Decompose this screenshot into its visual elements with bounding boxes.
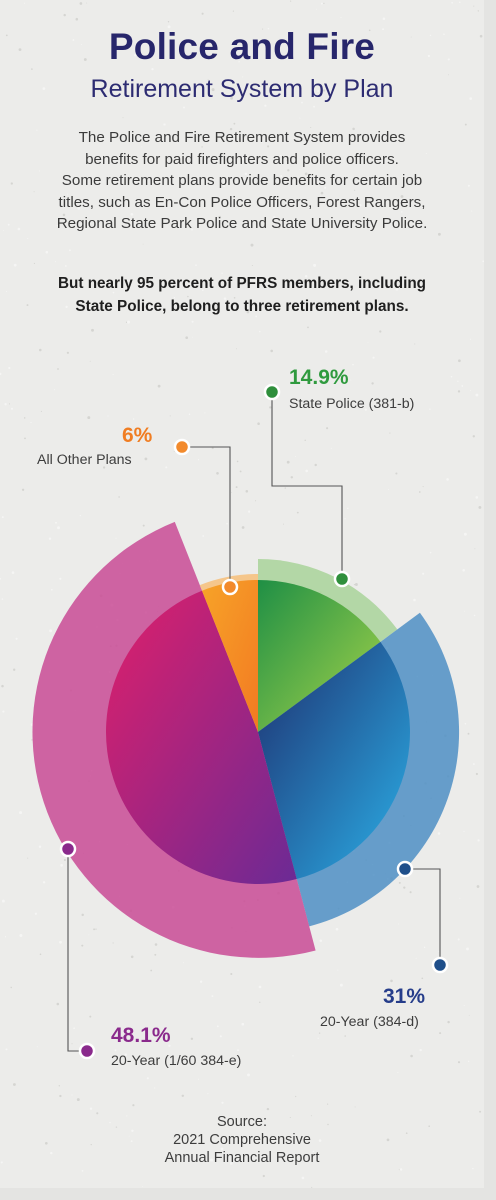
slice-value-label: 6% <box>122 424 153 447</box>
slice-name-label: 20-Year (384-d) <box>320 1014 419 1030</box>
intro-line: Some retirement plans provide benefits f… <box>61 172 423 190</box>
intro-line: benefits for paid firefighters and polic… <box>85 150 399 168</box>
pie-slice <box>258 580 381 732</box>
pie-slice <box>202 580 258 732</box>
emphasis-line: State Police, belong to three retirement… <box>75 298 409 315</box>
leader-line <box>271 392 343 579</box>
intro-paragraph: The Police and Fire Retirement System pr… <box>24 127 460 235</box>
pie-chart <box>32 383 460 1060</box>
slice-name-label: State Police (381-b) <box>289 396 415 412</box>
leader-dot <box>431 956 449 974</box>
leader-line <box>182 446 231 587</box>
slice-value-label: 48.1% <box>111 1024 171 1047</box>
page-title: Police and Fire <box>108 26 376 67</box>
pie-slice <box>258 641 410 879</box>
page-subtitle: Retirement System by Plan <box>90 75 394 103</box>
pie-slice <box>105 590 297 885</box>
source-line: 2021 Comprehensive <box>173 1132 311 1148</box>
source-line: Source: <box>217 1114 267 1130</box>
slice-value-label: 14.9% <box>289 366 349 389</box>
leader-dot <box>333 570 351 588</box>
slice-name-label: All Other Plans <box>37 452 132 468</box>
intro-line: titles, such as En-Con Police Officers, … <box>58 193 426 211</box>
leader-line <box>405 868 441 965</box>
leader-dot <box>173 438 191 456</box>
leader-line <box>67 849 87 1052</box>
source-line: Annual Financial Report <box>164 1150 320 1166</box>
emphasis-line: But nearly 95 percent of PFRS members, i… <box>57 275 427 292</box>
leader-dot <box>59 840 77 858</box>
intro-line: The Police and Fire Retirement System pr… <box>78 129 406 146</box>
leader-dot <box>396 860 414 878</box>
intro-line: Regional State Park Police and State Uni… <box>56 215 428 233</box>
slice-name-label: 20-Year (1/60 384-e) <box>111 1053 242 1069</box>
leader-dot <box>263 383 281 401</box>
emphasis-paragraph: But nearly 95 percent of PFRS members, i… <box>20 272 464 318</box>
source-note: Source: 2021 Comprehensive Annual Financ… <box>0 1113 484 1167</box>
leader-dot <box>221 578 239 596</box>
leader-dot <box>78 1042 96 1060</box>
slice-value-label: 31% <box>383 985 426 1008</box>
